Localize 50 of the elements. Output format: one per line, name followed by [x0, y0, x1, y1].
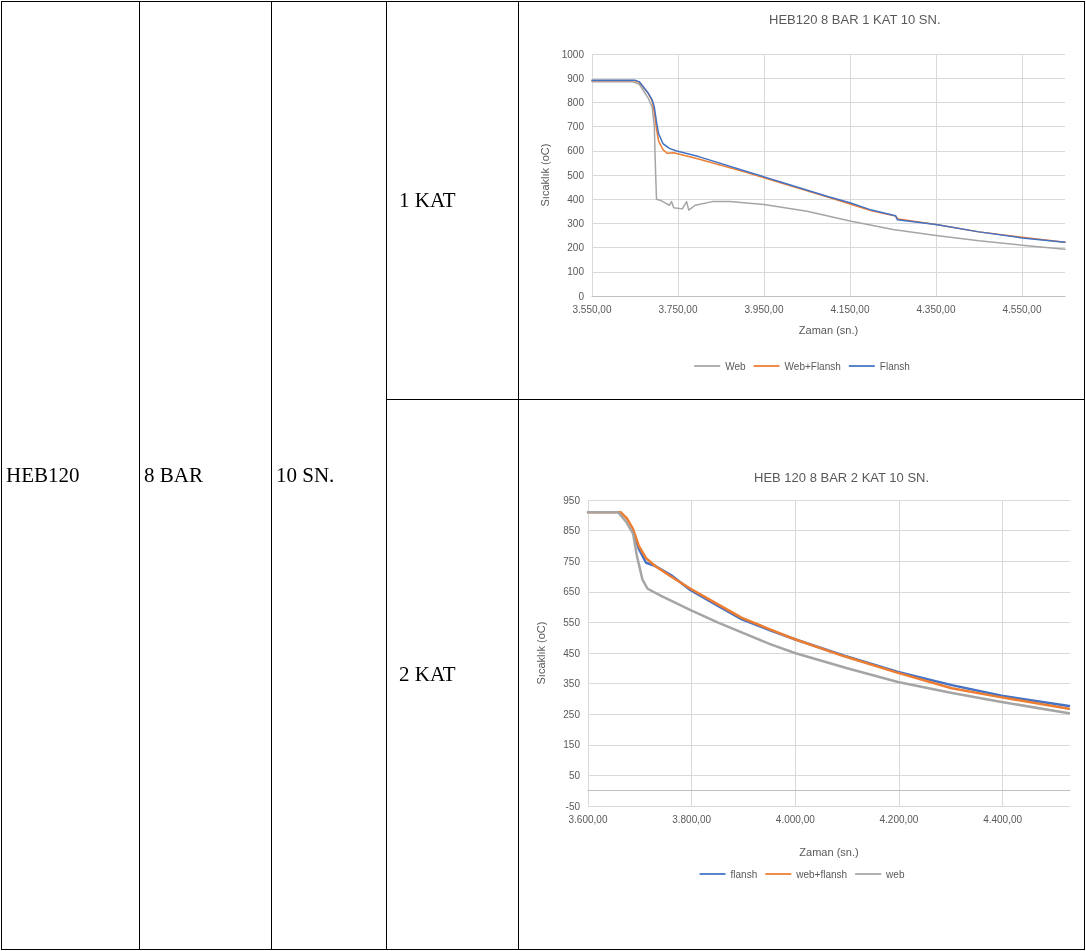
y-tick-label: 0 [578, 290, 585, 302]
y-tick-label: -50 [565, 800, 581, 812]
y-tick-label: 200 [567, 242, 585, 254]
y-tick-label: 150 [563, 739, 581, 751]
y-tick-label: 750 [563, 555, 581, 567]
y-tick-label: 550 [563, 616, 581, 628]
x-tick-label: 3.600,00 [568, 813, 608, 825]
y-tick-label: 100 [567, 266, 585, 278]
legend-label: flansh [730, 868, 758, 880]
text: 2 KAT [399, 662, 457, 687]
x-tick-label: 4.200,00 [879, 813, 919, 825]
legend-label: Web+Flansh [784, 360, 841, 372]
y-tick-label: 900 [567, 72, 585, 84]
y-tick-label: 800 [567, 96, 585, 108]
x-tick-label: 3.750,00 [658, 303, 698, 315]
x-tick-label: 4.400,00 [983, 813, 1023, 825]
legend-label: Flansh [879, 360, 910, 372]
chart-title: HEB 120 8 BAR 2 KAT 10 SN. [754, 470, 930, 485]
x-tick-label: 4.550,00 [1002, 303, 1042, 315]
y-axis-title: Sıcaklık (oC) [534, 621, 547, 685]
y-tick-label: 400 [567, 193, 585, 205]
y-tick-label: 950 [563, 494, 581, 506]
x-tick-label: 3.550,00 [572, 303, 612, 315]
y-tick-label: 700 [567, 121, 585, 133]
y-tick-label: 1000 [561, 48, 585, 60]
y-tick-label: 650 [563, 586, 581, 598]
legend-label: web [885, 868, 905, 880]
text: 8 BAR [144, 463, 204, 488]
chart-title: HEB120 8 BAR 1 KAT 10 SN. [769, 12, 941, 27]
y-tick-label: 300 [567, 217, 585, 229]
y-tick-label: 250 [563, 708, 581, 720]
x-tick-label: 3.950,00 [744, 303, 784, 315]
x-tick-label: 4.150,00 [830, 303, 870, 315]
text: HEB120 [6, 463, 81, 488]
y-tick-label: 450 [563, 647, 581, 659]
x-axis-title: Zaman (sn.) [799, 845, 859, 858]
y-tick-label: 500 [567, 169, 585, 181]
legend-label: web+flansh [795, 868, 848, 880]
text: 10 SN. [276, 463, 336, 488]
y-tick-label: 850 [563, 525, 581, 537]
y-tick-label: 350 [563, 678, 581, 690]
x-tick-label: 3.800,00 [672, 813, 712, 825]
legend-label: Web [725, 360, 746, 372]
x-tick-label: 4.000,00 [775, 813, 816, 825]
y-tick-label: 50 [568, 769, 581, 781]
y-axis-title: Sıcaklık (oC) [538, 143, 551, 207]
x-tick-label: 4.350,00 [916, 303, 956, 315]
x-axis-title: Zaman (sn.) [798, 323, 859, 336]
y-tick-label: 600 [567, 145, 585, 157]
text: 1 KAT [399, 188, 457, 213]
